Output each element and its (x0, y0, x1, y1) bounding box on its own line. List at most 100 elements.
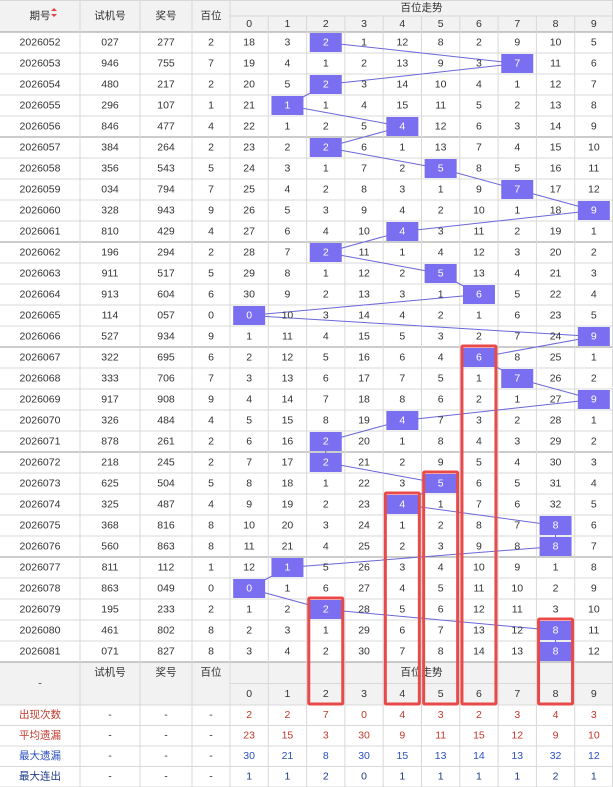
stat-value: 30 (358, 730, 370, 742)
hit-cell: 4 (399, 225, 405, 237)
digit-label: 6 (476, 18, 482, 30)
prize-number: 429 (157, 225, 175, 237)
miss-cell: 15 (397, 99, 409, 111)
stat-dash: - (164, 730, 168, 742)
miss-cell: 1 (514, 393, 520, 405)
issue: 2026062 (20, 246, 61, 258)
miss-cell: 9 (438, 57, 444, 69)
miss-cell: 9 (438, 456, 444, 468)
hit-cell: 4 (399, 414, 405, 426)
miss-cell: 21 (282, 540, 294, 552)
footer-digit-label: 6 (476, 688, 482, 700)
issue: 2026063 (20, 267, 61, 279)
miss-cell: 8 (514, 351, 520, 363)
miss-cell: 14 (397, 78, 409, 90)
hundred-digit: 6 (208, 351, 214, 363)
miss-cell: 29 (550, 435, 562, 447)
prize-number: 049 (157, 582, 175, 594)
miss-cell: 3 (285, 162, 291, 174)
miss-cell: 3 (514, 435, 520, 447)
miss-cell: 6 (476, 477, 482, 489)
miss-cell: 31 (550, 477, 562, 489)
miss-cell: 7 (514, 330, 520, 342)
miss-cell: 7 (246, 456, 252, 468)
miss-cell: 10 (550, 36, 562, 48)
issue: 2026057 (20, 141, 61, 153)
miss-cell: 1 (285, 120, 291, 132)
miss-cell: 2 (246, 351, 252, 363)
miss-cell: 3 (514, 246, 520, 258)
test-number: 368 (101, 519, 119, 531)
miss-cell: 2 (476, 330, 482, 342)
miss-cell: 11 (473, 225, 484, 237)
stat-value: 1 (591, 771, 597, 783)
hit-cell: 2 (323, 141, 329, 153)
digit-label: 4 (399, 18, 405, 30)
miss-cell: 1 (323, 162, 329, 174)
test-number: 322 (101, 351, 119, 363)
stat-value: 1 (476, 771, 482, 783)
miss-cell: 12 (588, 645, 600, 657)
miss-cell: 1 (323, 57, 329, 69)
miss-cell: 8 (476, 519, 482, 531)
miss-cell: 12 (397, 36, 409, 48)
stat-value: 3 (514, 709, 520, 721)
miss-cell: 30 (243, 288, 255, 300)
stat-dash: - (209, 750, 213, 762)
miss-cell: 10 (243, 519, 255, 531)
miss-cell: 6 (361, 141, 367, 153)
miss-cell: 4 (246, 393, 252, 405)
hundred-digit: 9 (208, 393, 214, 405)
prize-number: 934 (157, 330, 175, 342)
miss-cell: 29 (358, 624, 370, 636)
issue: 2026073 (20, 477, 61, 489)
miss-cell: 6 (514, 309, 520, 321)
header-label: 试机号 (94, 9, 126, 22)
miss-cell: 14 (358, 309, 370, 321)
miss-cell: 28 (358, 603, 370, 615)
prize-number: 863 (157, 540, 175, 552)
miss-cell: 2 (514, 414, 520, 426)
hit-cell: 6 (476, 288, 482, 300)
hit-cell: 8 (553, 645, 559, 657)
miss-cell: 5 (438, 582, 444, 594)
hit-box (309, 243, 342, 262)
miss-cell: 1 (591, 414, 597, 426)
miss-cell: 3 (591, 456, 597, 468)
miss-cell: 4 (285, 645, 291, 657)
miss-cell: 4 (285, 183, 291, 195)
miss-cell: 6 (591, 519, 597, 531)
miss-cell: 4 (591, 288, 597, 300)
miss-cell: 2 (514, 225, 520, 237)
miss-cell: 5 (514, 477, 520, 489)
test-number: 195 (101, 603, 119, 615)
issue: 2026081 (20, 645, 61, 657)
hit-cell: 2 (323, 78, 329, 90)
miss-cell: 4 (323, 540, 329, 552)
miss-cell: 20 (243, 78, 255, 90)
prize-number: 245 (157, 456, 175, 468)
hit-cell: 2 (323, 435, 329, 447)
stat-dash: - (108, 730, 112, 742)
prize-number: 827 (157, 645, 175, 657)
prize-number: 706 (157, 372, 175, 384)
miss-cell: 2 (399, 456, 405, 468)
issue: 2026080 (20, 624, 61, 636)
prize-number: 604 (157, 288, 175, 300)
prize-number: 107 (157, 99, 175, 111)
miss-cell: 12 (358, 267, 370, 279)
test-number: 917 (101, 393, 119, 405)
miss-cell: 6 (323, 582, 329, 594)
miss-cell: 8 (246, 477, 252, 489)
hundred-digit: 0 (208, 582, 214, 594)
miss-cell: 2 (323, 645, 329, 657)
prize-number: 477 (157, 120, 175, 132)
miss-cell: 9 (285, 288, 291, 300)
miss-cell: 11 (512, 603, 523, 615)
miss-cell: 2 (323, 183, 329, 195)
hundred-digit: 7 (208, 372, 214, 384)
test-number: 527 (101, 330, 119, 342)
miss-cell: 16 (358, 351, 370, 363)
miss-cell: 8 (399, 393, 405, 405)
